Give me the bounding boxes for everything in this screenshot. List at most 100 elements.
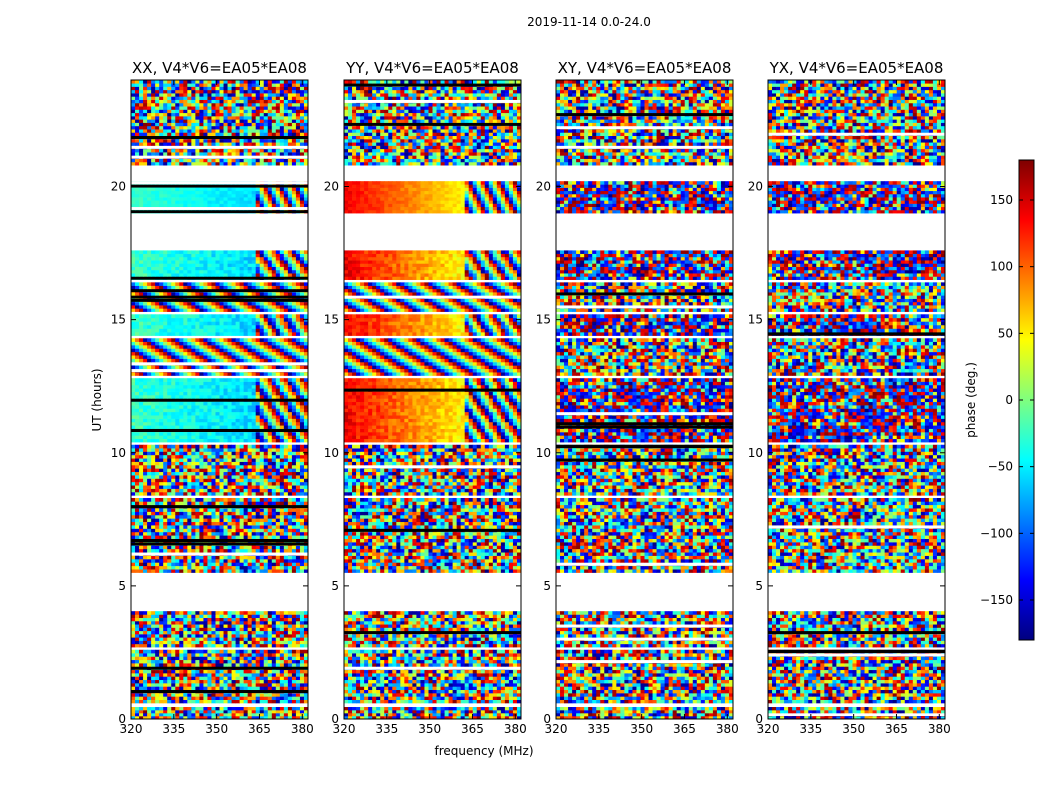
heatmap-cell	[215, 710, 219, 713]
heatmap-cell	[215, 686, 219, 690]
heatmap-cell	[292, 680, 296, 684]
heatmap-cell	[139, 696, 143, 700]
heatmap-cell	[175, 693, 179, 697]
heatmap-cell	[296, 650, 300, 654]
heatmap-cell	[240, 663, 244, 667]
heatmap-cell	[292, 637, 296, 641]
heatmap-cell	[211, 707, 215, 710]
heatmap-cell	[252, 641, 256, 645]
heatmap-cell	[256, 634, 260, 638]
heatmap-cell	[300, 631, 304, 635]
heatmap-cell	[183, 670, 187, 674]
heatmap-cell	[224, 631, 228, 635]
heatmap-cell	[179, 707, 183, 710]
heatmap-cell	[232, 707, 236, 710]
heatmap-cell	[147, 624, 151, 628]
heatmap-cell	[211, 676, 215, 680]
heatmap-cell	[236, 656, 240, 660]
heatmap-cell	[240, 683, 244, 687]
heatmap-cell	[236, 650, 240, 654]
heatmap-cell	[272, 660, 276, 664]
heatmap-cell	[288, 628, 292, 632]
heatmap-cell	[195, 686, 199, 690]
heatmap-cell	[199, 624, 203, 628]
heatmap-cell	[280, 628, 284, 632]
heatmap-cell	[232, 653, 236, 657]
heatmap-cell	[300, 660, 304, 664]
heatmap-cell	[155, 628, 159, 632]
heatmap-cell	[272, 628, 276, 632]
heatmap-cell	[224, 566, 228, 570]
heatmap-cell	[207, 628, 211, 632]
heatmap-cell	[232, 634, 236, 638]
heatmap-cell	[288, 634, 292, 638]
heatmap-cell	[135, 673, 139, 677]
heatmap-cell	[199, 637, 203, 641]
heatmap-cell	[167, 611, 171, 615]
heatmap-cell	[264, 696, 268, 700]
heatmap-cell	[163, 637, 167, 641]
heatmap-cell	[163, 559, 167, 563]
heatmap-cell	[220, 696, 224, 700]
heatmap-cell	[167, 700, 171, 704]
heatmap-cell	[236, 710, 240, 713]
heatmap-cell	[296, 700, 300, 704]
heatmap-cell	[175, 644, 179, 648]
heatmap-cell	[240, 660, 244, 664]
heatmap-cell	[224, 696, 228, 700]
heatmap-cell	[151, 696, 155, 700]
heatmap-cell	[264, 569, 268, 573]
heatmap-cell	[272, 624, 276, 628]
heatmap-cell	[260, 693, 264, 697]
heatmap-cell	[220, 680, 224, 684]
heatmap-cell	[155, 621, 159, 625]
heatmap-cell	[292, 676, 296, 680]
heatmap-cell	[288, 637, 292, 641]
heatmap-cell	[268, 673, 272, 677]
heatmap-cell	[171, 637, 175, 641]
heatmap-cell	[232, 663, 236, 667]
heatmap-cell	[215, 676, 219, 680]
heatmap-cell	[224, 637, 228, 641]
heatmap-cell	[284, 650, 288, 654]
heatmap-cell	[151, 611, 155, 615]
heatmap-cell	[292, 624, 296, 628]
heatmap-cell	[276, 656, 280, 660]
heatmap-cell	[195, 673, 199, 677]
heatmap-cell	[244, 656, 248, 660]
heatmap-cell	[175, 624, 179, 628]
heatmap-cell	[272, 676, 276, 680]
heatmap-cell	[284, 569, 288, 573]
heatmap-cell	[151, 637, 155, 641]
heatmap-cell	[139, 670, 143, 674]
heatmap-cell	[143, 673, 147, 677]
heatmap-cell	[175, 559, 179, 563]
heatmap-cell	[211, 637, 215, 641]
heatmap-cell	[147, 618, 151, 622]
heatmap-cell	[199, 707, 203, 710]
heatmap-cell	[296, 621, 300, 625]
heatmap-cell	[220, 650, 224, 654]
heatmap-cell	[179, 621, 183, 625]
heatmap-cell	[191, 680, 195, 684]
heatmap-cell	[284, 683, 288, 687]
heatmap-cell	[264, 653, 268, 657]
heatmap-cell	[167, 628, 171, 632]
heatmap-cell	[260, 710, 264, 713]
heatmap-cell	[139, 653, 143, 657]
heatmap-cell	[280, 559, 284, 563]
heatmap-cell	[248, 686, 252, 690]
heatmap-cell	[215, 644, 219, 648]
heatmap-cell	[135, 653, 139, 657]
heatmap-cell	[175, 683, 179, 687]
heatmap-cell	[215, 673, 219, 677]
heatmap-cell	[167, 660, 171, 664]
heatmap-cell	[167, 670, 171, 674]
heatmap-cell	[300, 566, 304, 570]
heatmap-cell	[179, 569, 183, 573]
heatmap-cell	[288, 710, 292, 713]
heatmap-cell	[232, 644, 236, 648]
heatmap-cell	[224, 611, 228, 615]
heatmap-cell	[187, 663, 191, 667]
heatmap-cell	[159, 628, 163, 632]
